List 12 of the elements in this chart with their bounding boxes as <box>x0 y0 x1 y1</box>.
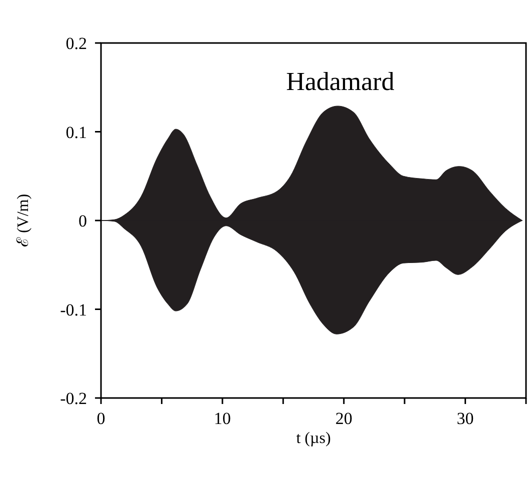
y-tick-label: -0.1 <box>60 300 87 320</box>
x-tick-label: 0 <box>96 409 106 428</box>
y-tick-label: -0.2 <box>60 389 87 408</box>
y-tick-label: 0.1 <box>66 122 87 142</box>
text: Hadamard <box>286 67 394 96</box>
x-tick-label: 30 <box>456 409 474 428</box>
x-tick-label: 20 <box>335 409 352 428</box>
y-tick-label: 0.2 <box>66 34 87 53</box>
x-tick-label: 10 <box>214 409 231 428</box>
x-axis-title: t (µs) <box>296 430 331 447</box>
y-tick-label: 0 <box>78 212 87 230</box>
y-axis-title: ℰ (V/m) <box>15 194 32 248</box>
